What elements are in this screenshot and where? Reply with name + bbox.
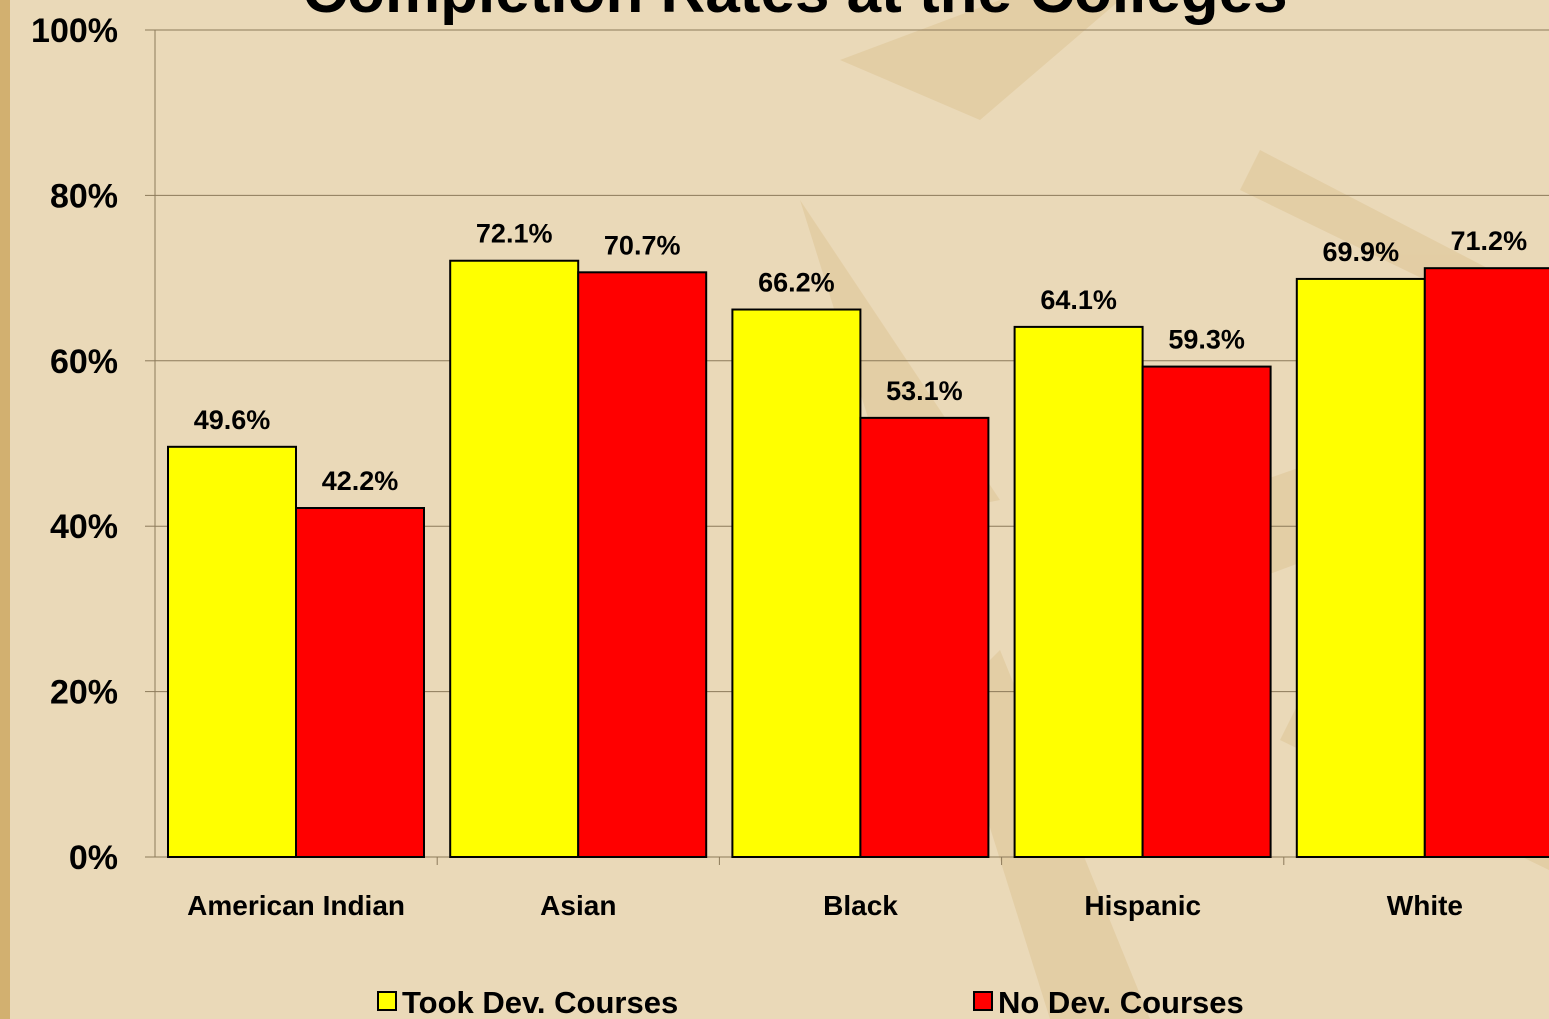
y-tick-label: 100% <box>31 12 118 50</box>
bar <box>1013 325 1144 858</box>
data-label: 49.6% <box>194 405 271 435</box>
legend-label: Took Dev. Courses <box>402 985 678 1019</box>
bar <box>1141 365 1272 858</box>
x-tick-label: Asian <box>540 890 616 921</box>
data-label: 64.1% <box>1040 285 1117 315</box>
x-tick-label: Black <box>823 890 898 921</box>
data-label: 53.1% <box>886 376 963 406</box>
legend-swatch <box>973 991 993 1011</box>
bar <box>449 259 580 859</box>
y-tick-label: 60% <box>50 343 118 381</box>
bar <box>1423 267 1549 858</box>
bar <box>577 271 708 859</box>
x-tick-label: Hispanic <box>1084 890 1201 921</box>
data-label: 72.1% <box>476 219 553 249</box>
x-tick-label: White <box>1387 890 1463 921</box>
bar <box>731 308 862 858</box>
data-label: 42.2% <box>322 466 399 496</box>
left-strip <box>0 0 10 1019</box>
data-label: 71.2% <box>1451 226 1528 256</box>
legend-label: No Dev. Courses <box>998 985 1244 1019</box>
bar <box>295 507 425 858</box>
bar <box>859 416 990 858</box>
y-tick-label: 20% <box>50 674 118 712</box>
legend-swatch <box>377 991 397 1011</box>
y-tick-label: 0% <box>69 839 118 877</box>
bar <box>1295 277 1426 858</box>
x-tick-label: American Indian <box>187 890 405 921</box>
bar <box>167 445 297 858</box>
chart-title: Completion Rates at the Colleges <box>302 0 1287 26</box>
data-label: 66.2% <box>758 268 835 298</box>
data-label: 59.3% <box>1168 325 1245 355</box>
data-label: 70.7% <box>604 230 681 260</box>
data-label: 69.9% <box>1323 237 1400 267</box>
y-tick-label: 40% <box>50 508 118 546</box>
y-tick-label: 80% <box>50 177 118 215</box>
